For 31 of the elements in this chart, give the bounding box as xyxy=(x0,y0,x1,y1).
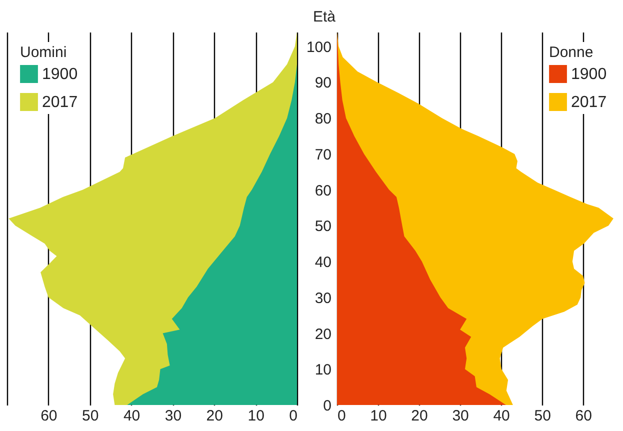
y-tick-label: 90 xyxy=(314,74,332,92)
y-axis-title: Età xyxy=(312,8,336,26)
x-tick-label: 10 xyxy=(370,408,387,424)
legend-label: 1900 xyxy=(571,66,607,83)
legend-title: Donne xyxy=(549,44,594,61)
legend-label: 2017 xyxy=(42,94,78,111)
y-tick-label: 10 xyxy=(314,362,332,379)
y-tick-label: 60 xyxy=(314,182,332,200)
y-tick-label: 20 xyxy=(314,326,332,343)
x-tick-label: 40 xyxy=(123,408,140,424)
x-tick-label: 0 xyxy=(338,408,346,424)
x-tick-label: 20 xyxy=(411,408,428,424)
legend-label: 2017 xyxy=(571,94,607,111)
x-tick-label: 50 xyxy=(534,408,551,424)
y-tick-label: 50 xyxy=(314,218,332,236)
legend-label: 1900 xyxy=(42,66,78,83)
x-tick-label: 20 xyxy=(206,408,223,424)
x-tick-label: 60 xyxy=(575,408,592,424)
x-tick-label: 40 xyxy=(493,408,510,424)
x-tick-label: 30 xyxy=(164,408,182,424)
x-tick-label: 50 xyxy=(82,408,99,424)
y-tick-label: 30 xyxy=(314,290,332,307)
x-tick-label: 60 xyxy=(40,408,58,424)
x-tick-label: 30 xyxy=(452,408,469,424)
y-tick-label: 80 xyxy=(314,110,332,128)
legend-title: Uomini xyxy=(20,44,67,61)
x-tick-label: 0 xyxy=(289,408,298,424)
y-tick-label: 40 xyxy=(314,254,332,272)
y-tick-label: 100 xyxy=(306,38,332,56)
y-tick-label: 70 xyxy=(314,146,332,164)
x-tick-label: 10 xyxy=(248,408,264,424)
